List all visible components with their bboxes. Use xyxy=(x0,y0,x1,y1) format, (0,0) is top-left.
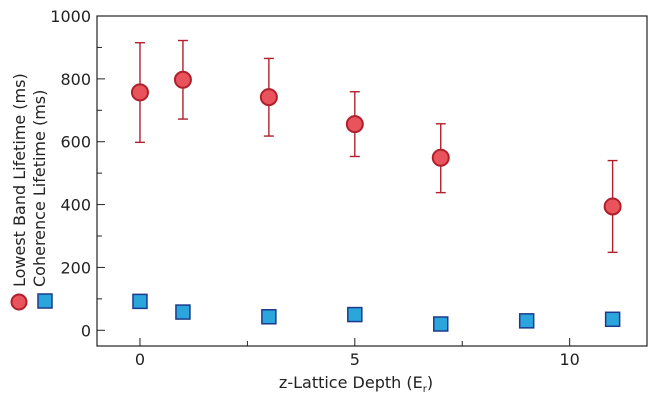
x-axis-label: z-Lattice Depth (Er) xyxy=(279,373,433,394)
y-tick-label: 200 xyxy=(60,258,91,277)
data-point-circle xyxy=(130,83,149,102)
y-axis-label-group: Lowest Band Lifetime (ms) Coherence Life… xyxy=(10,73,53,311)
y-tick-label: 800 xyxy=(60,70,91,89)
data-point-square xyxy=(604,311,621,328)
series-coherence xyxy=(132,293,621,332)
data-point-square xyxy=(132,293,148,310)
data-point-circle xyxy=(431,148,450,167)
y-tick-label: 400 xyxy=(60,196,91,215)
x-tick-label: 5 xyxy=(350,350,360,369)
data-point-circle xyxy=(173,70,192,89)
series-layer xyxy=(130,39,622,332)
axes: 0 200 400 600 800 1000 0 5 10 xyxy=(50,7,648,369)
plot-frame xyxy=(96,15,648,347)
legend-marker-circle xyxy=(10,293,28,311)
y-tick-label: 600 xyxy=(60,133,91,152)
y-tick-label: 0 xyxy=(81,321,91,340)
x-axis-label-close: ) xyxy=(427,373,433,392)
data-point-square xyxy=(261,309,277,325)
data-point-square xyxy=(433,316,449,332)
data-point-square xyxy=(518,313,535,329)
data-point-circle xyxy=(603,197,622,216)
x-tick-label: 0 xyxy=(135,350,145,369)
x-axis-label-sub: r xyxy=(423,384,428,394)
y-tick-label: 1000 xyxy=(50,7,91,26)
data-point-circle xyxy=(259,88,278,107)
data-point-square xyxy=(175,304,191,320)
x-axis-label-main: z-Lattice Depth (E xyxy=(279,373,423,392)
data-point-square xyxy=(347,306,363,323)
y-axis-label-line2: Coherence Lifetime (ms) xyxy=(30,90,49,287)
x-tick-label: 10 xyxy=(559,350,579,369)
legend-marker-square xyxy=(37,293,53,309)
series-lowest-band xyxy=(130,39,622,254)
y-axis-label-line1: Lowest Band Lifetime (ms) xyxy=(10,73,29,287)
data-point-circle xyxy=(345,115,364,134)
